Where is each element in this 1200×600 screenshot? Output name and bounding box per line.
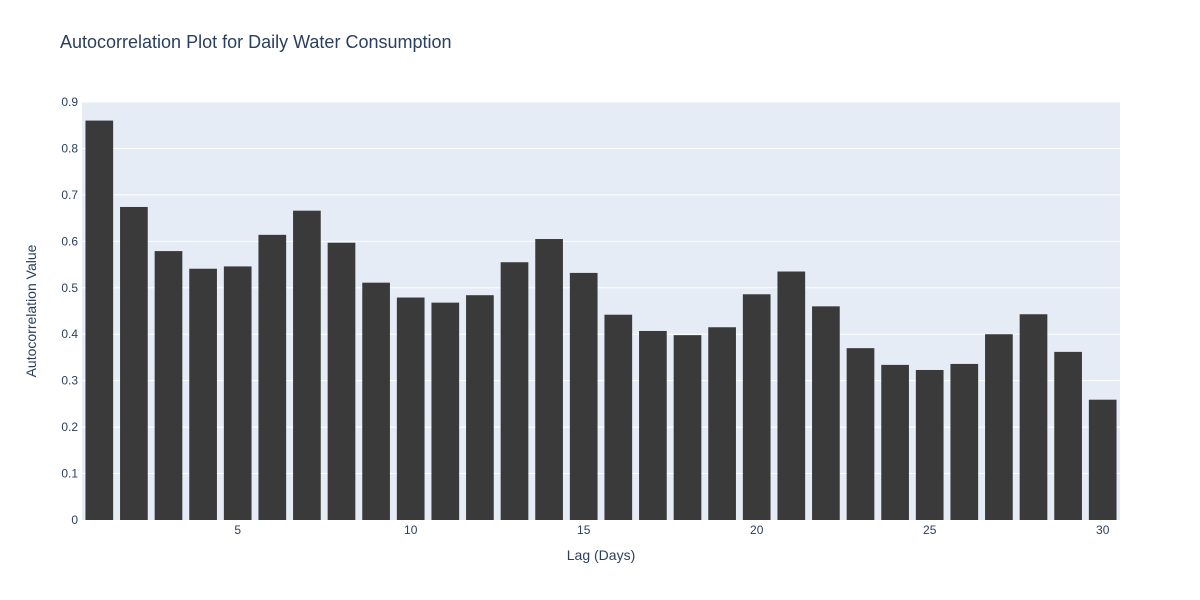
- bar: [673, 335, 702, 520]
- bar: [777, 271, 806, 520]
- x-tick-label: 30: [1096, 523, 1110, 537]
- gridlines: [82, 101, 1120, 475]
- bars: [85, 120, 1117, 521]
- y-tick-label: 0.2: [61, 420, 78, 434]
- bar: [500, 262, 529, 520]
- bar: [466, 295, 494, 520]
- y-tick-label: 0.3: [61, 374, 78, 388]
- bar: [154, 251, 183, 520]
- bar: [293, 210, 321, 520]
- bar: [535, 239, 563, 520]
- bar: [708, 327, 736, 520]
- bar: [742, 294, 771, 520]
- x-axis-ticks: 5 10 15 20 25 30: [234, 523, 1109, 537]
- bar: [120, 206, 148, 520]
- bar: [327, 242, 356, 520]
- bar: [223, 266, 252, 520]
- y-tick-label: 0.4: [61, 327, 78, 341]
- bar: [881, 364, 909, 520]
- bar: [604, 314, 633, 520]
- plot-area: [82, 102, 1120, 520]
- bar: [915, 369, 944, 520]
- bar: [1019, 314, 1048, 520]
- y-tick-label: 0.6: [61, 234, 78, 248]
- bar: [189, 268, 217, 520]
- bar: [846, 348, 875, 520]
- bar: [569, 272, 598, 520]
- bar: [85, 120, 114, 521]
- bar: [1088, 399, 1117, 520]
- y-tick-label: 0.5: [61, 281, 78, 295]
- bar: [258, 234, 287, 520]
- bar: [362, 282, 390, 520]
- y-axis-title: Autocorrelation Value: [23, 244, 39, 377]
- y-tick-label: 0.9: [61, 95, 78, 109]
- y-axis-ticks: 0 0.1 0.2 0.3 0.4 0.5 0.6 0.7 0.8 0.9: [61, 95, 78, 527]
- x-tick-label: 10: [404, 523, 418, 537]
- y-tick-label: 0.1: [61, 467, 78, 481]
- bar: [396, 297, 425, 520]
- bar: [812, 306, 840, 520]
- x-tick-label: 5: [234, 523, 241, 537]
- y-tick-label: 0.7: [61, 188, 78, 202]
- bar: [985, 334, 1013, 520]
- x-tick-label: 25: [923, 523, 937, 537]
- bar: [639, 330, 667, 520]
- bar: [1054, 351, 1082, 520]
- x-tick-label: 20: [750, 523, 764, 537]
- x-axis-title: Lag (Days): [567, 547, 635, 563]
- y-tick-label: 0: [71, 513, 78, 527]
- y-tick-label: 0.8: [61, 141, 78, 155]
- bar: [950, 363, 979, 520]
- chart-title: Autocorrelation Plot for Daily Water Con…: [60, 32, 452, 52]
- bar: [431, 302, 460, 520]
- x-tick-label: 15: [577, 523, 591, 537]
